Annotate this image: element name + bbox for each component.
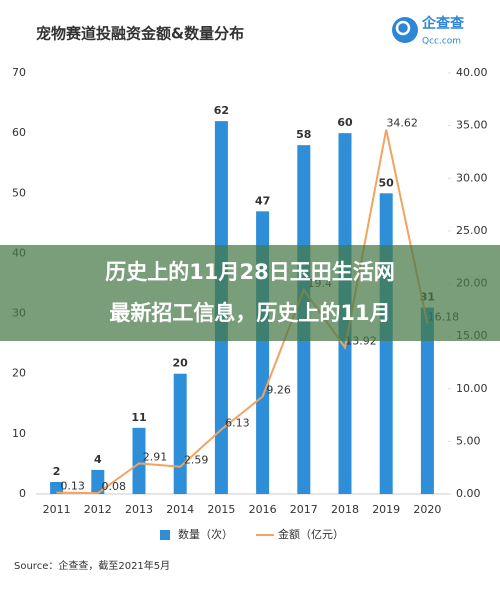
- y2-tick-label: 25.00: [456, 224, 488, 237]
- y-tick-label: 20: [12, 367, 26, 380]
- bar-label: 47: [255, 194, 270, 207]
- x-tick-label: 2020: [413, 503, 441, 516]
- y2-tick-label: 30.00: [456, 171, 488, 184]
- overlay-banner: [0, 245, 500, 341]
- y-tick-label: 70: [12, 66, 26, 79]
- y-tick-label: 50: [12, 186, 26, 199]
- legend-label: 金额（亿元）: [278, 527, 344, 541]
- line-label: 9.26: [266, 384, 291, 397]
- x-tick-label: 2017: [290, 503, 318, 516]
- line: [56, 129, 429, 495]
- y2-tick-label: 5.00: [456, 434, 481, 447]
- y2-tick-label: 0.00: [456, 487, 481, 500]
- logo-name: 企查查: [421, 15, 465, 32]
- legend-swatch: [160, 530, 170, 540]
- line-label: 2.59: [184, 454, 209, 467]
- overlay-line: 最新招工信息，历史上的11月: [109, 301, 390, 325]
- bar-label: 4: [94, 453, 102, 466]
- y-tick-label: 60: [12, 126, 26, 139]
- bar-label: 50: [379, 176, 395, 189]
- bar: [50, 481, 64, 494]
- line-label: 6.13: [225, 416, 250, 429]
- bar: [420, 307, 434, 494]
- bar: [132, 427, 146, 494]
- bar: [173, 373, 187, 494]
- x-tick-label: 2018: [331, 503, 359, 516]
- y2-tick-label: 40.00: [456, 66, 488, 79]
- source-note: Source：企查查，截至2021年5月: [14, 559, 170, 572]
- logo-icon-glyph: [395, 20, 411, 36]
- y2-tick-label: 35.00: [456, 119, 488, 132]
- bar-label: 11: [131, 411, 146, 424]
- logo-domain: Qcc.com: [422, 37, 461, 47]
- logo-icon: [392, 17, 418, 43]
- x-tick-label: 2012: [84, 503, 112, 516]
- bar-label: 2: [53, 465, 61, 478]
- bar-label: 58: [296, 128, 311, 141]
- chart-title: 宠物赛道投融资金额&数量分布: [36, 25, 244, 43]
- bar-label: 60: [337, 116, 353, 129]
- y-tick-label: 0: [19, 487, 26, 500]
- bar: [379, 193, 393, 495]
- line-label: 0.13: [60, 480, 85, 493]
- y2-tick-label: 10.00: [456, 382, 488, 395]
- legend-label: 数量（次）: [178, 527, 233, 541]
- bar: [91, 469, 105, 494]
- x-tick-label: 2013: [125, 503, 153, 516]
- line-label: 0.08: [102, 480, 127, 493]
- x-tick-label: 2011: [43, 503, 71, 516]
- y-tick-label: 10: [12, 427, 26, 440]
- line-label: 34.62: [386, 117, 418, 130]
- line-label: 2.91: [143, 450, 168, 463]
- x-tick-label: 2016: [249, 503, 277, 516]
- x-tick-label: 2015: [207, 503, 235, 516]
- x-tick-label: 2019: [372, 503, 400, 516]
- bar-label: 62: [214, 104, 229, 117]
- x-tick-label: 2014: [166, 503, 194, 516]
- bar-label: 20: [173, 357, 189, 370]
- overlay-line: 历史上的11月28日玉田生活网: [105, 260, 394, 284]
